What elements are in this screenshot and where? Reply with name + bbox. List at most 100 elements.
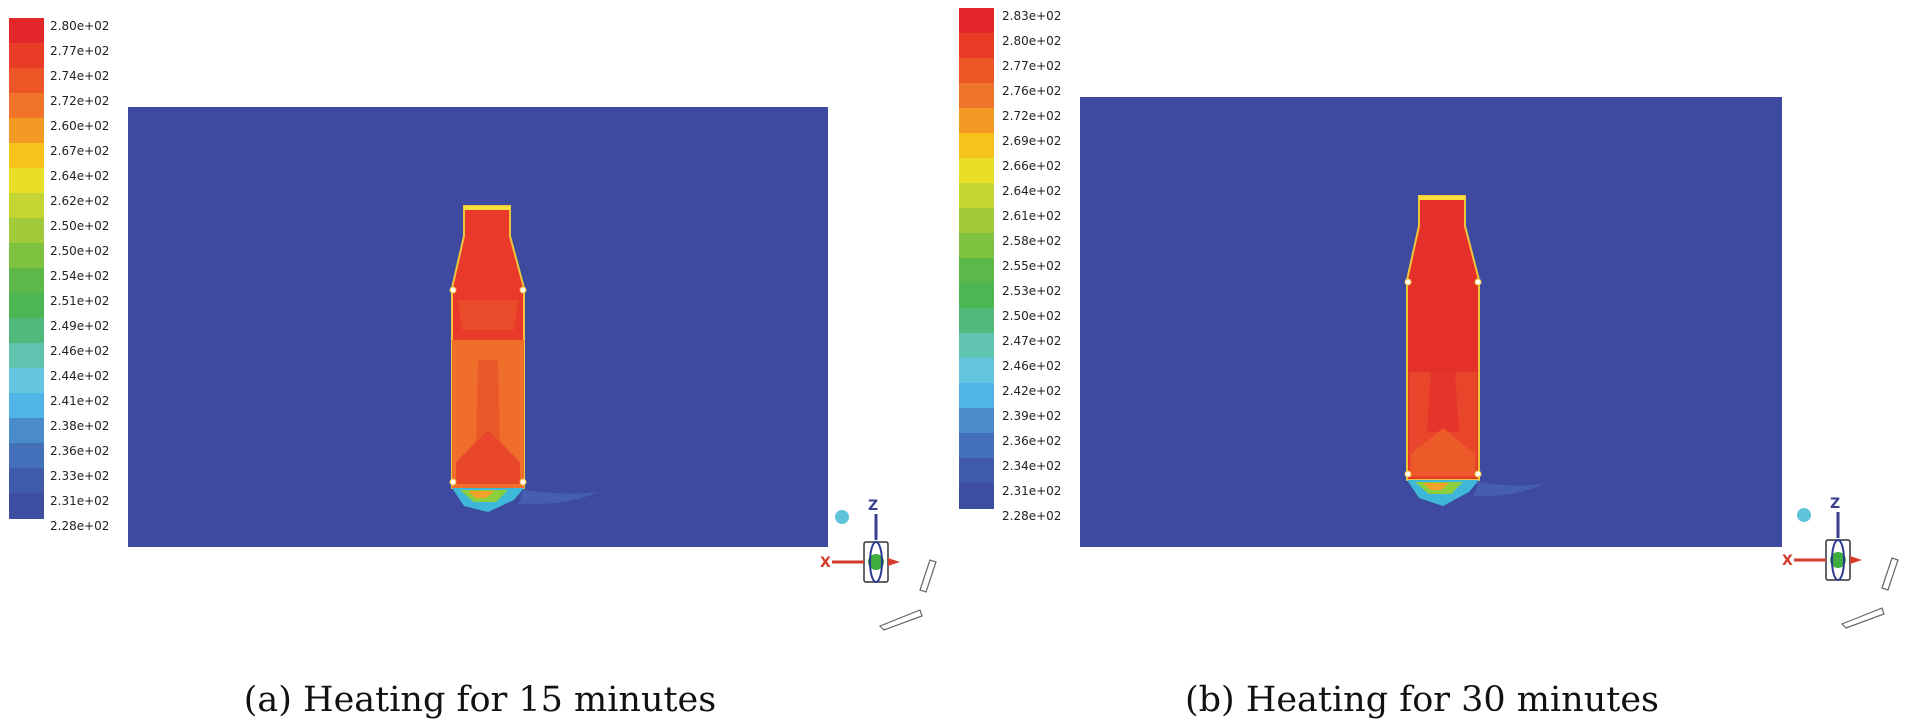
legend-colorbar — [9, 18, 44, 519]
caption: (b) Heating for 30 minutes — [1184, 680, 1660, 720]
legend-swatch — [9, 143, 44, 169]
rotate-arrow-icon — [1881, 557, 1899, 591]
legend-swatch — [9, 193, 44, 219]
legend-tick-label: 2.60e+02 — [50, 119, 110, 133]
legend-tick-label: 2.34e+02 — [1002, 459, 1062, 473]
rotate-arrow-icon-2 — [878, 609, 923, 631]
legend-swatch — [959, 483, 994, 509]
legend-tick-label: 2.74e+02 — [50, 69, 110, 83]
legend-swatch — [959, 333, 994, 359]
legend-swatch — [959, 258, 994, 284]
legend-swatch — [9, 443, 44, 469]
legend-swatch — [959, 233, 994, 259]
axis-dot-icon — [835, 510, 849, 524]
legend-swatch — [959, 283, 994, 309]
legend-tick-label: 2.36e+02 — [1002, 434, 1062, 448]
legend-tick-label: 2.31e+02 — [1002, 484, 1062, 498]
legend-tick-label: 2.62e+02 — [50, 194, 110, 208]
legend-tick-label: 2.66e+02 — [1002, 159, 1062, 173]
legend-tick-label: 2.50e+02 — [1002, 309, 1062, 323]
axis-x-label: X — [820, 555, 831, 571]
legend-tick-label: 2.39e+02 — [1002, 409, 1062, 423]
legend-tick-label: 2.54e+02 — [50, 269, 110, 283]
legend-tick-label: 2.72e+02 — [1002, 109, 1062, 123]
axis-z-label: Z — [868, 498, 878, 514]
legend-tick-label: 2.64e+02 — [1002, 184, 1062, 198]
legend-tick-label: 2.31e+02 — [50, 494, 110, 508]
legend-swatch — [959, 133, 994, 159]
legend-tick-label: 2.33e+02 — [50, 469, 110, 483]
legend-swatch — [959, 8, 994, 34]
panel-30-minutes: Z X (b) Heating for 30 minutes 2.83e+02 2… — [959, 0, 1925, 725]
axis-triad: Z X — [820, 498, 937, 631]
legend-swatch — [9, 368, 44, 394]
axis-x-label: X — [1782, 553, 1793, 569]
legend-tick-label: 2.49e+02 — [50, 319, 110, 333]
legend-swatch — [959, 308, 994, 334]
legend-swatch — [9, 43, 44, 69]
axis-dot-icon — [1797, 508, 1811, 522]
legend-swatch — [9, 343, 44, 369]
legend-tick-label: 2.47e+02 — [1002, 334, 1062, 348]
legend-tick-label: 2.55e+02 — [1002, 259, 1062, 273]
legend-swatch — [9, 18, 44, 44]
legend-tick-label: 2.42e+02 — [1002, 384, 1062, 398]
legend-swatch — [959, 458, 994, 484]
legend-tick-label: 2.83e+02 — [1002, 9, 1062, 23]
legend-swatch — [959, 358, 994, 384]
rotate-arrow-icon — [919, 559, 937, 593]
legend-tick-label: 2.61e+02 — [1002, 209, 1062, 223]
legend-swatch — [959, 33, 994, 59]
axis-z-label: Z — [1830, 496, 1840, 512]
legend-tick-label: 2.64e+02 — [50, 169, 110, 183]
legend-swatch — [9, 68, 44, 94]
legend-tick-label: 2.46e+02 — [1002, 359, 1062, 373]
legend-swatch — [959, 158, 994, 184]
legend-swatch — [9, 293, 44, 319]
legend-swatch — [959, 383, 994, 409]
legend-tick-label: 2.53e+02 — [1002, 284, 1062, 298]
legend-tick-label: 2.41e+02 — [50, 394, 110, 408]
legend-swatch — [9, 493, 44, 519]
legend-tick-label: 2.46e+02 — [50, 344, 110, 358]
legend-tick-label: 2.67e+02 — [50, 144, 110, 158]
legend-swatch — [9, 243, 44, 269]
legend-swatch — [9, 318, 44, 344]
legend-swatch — [9, 218, 44, 244]
legend-swatch — [959, 208, 994, 234]
legend-tick-label: 2.50e+02 — [50, 244, 110, 258]
legend-colorbar — [959, 8, 994, 509]
legend-tick-label: 2.77e+02 — [1002, 59, 1062, 73]
legend-tick-label: 2.50e+02 — [50, 219, 110, 233]
legend-tick-label: 2.77e+02 — [50, 44, 110, 58]
panel-15-minutes: Z X (a) Heating for 15 minutes 2.80e+02 2… — [0, 0, 962, 725]
legend-tick-label: 2.80e+02 — [1002, 34, 1062, 48]
legend-swatch — [9, 118, 44, 144]
axis-triad: Z X — [1782, 496, 1899, 629]
legend-swatch — [959, 108, 994, 134]
legend-swatch — [959, 408, 994, 434]
legend-tick-label: 2.76e+02 — [1002, 84, 1062, 98]
legend-swatch — [9, 418, 44, 444]
rotate-arrow-icon-2 — [1840, 607, 1885, 629]
legend-tick-label: 2.72e+02 — [50, 94, 110, 108]
legend-tick-label: 2.36e+02 — [50, 444, 110, 458]
legend-tick-label: 2.28e+02 — [50, 519, 110, 533]
legend-swatch — [9, 393, 44, 419]
legend-swatch — [9, 168, 44, 194]
caption: (a) Heating for 15 minutes — [243, 680, 717, 720]
legend-tick-label: 2.44e+02 — [50, 369, 110, 383]
legend-swatch — [9, 468, 44, 494]
legend-tick-label: 2.38e+02 — [50, 419, 110, 433]
legend-swatch — [9, 268, 44, 294]
legend-swatch — [959, 183, 994, 209]
legend-swatch — [9, 93, 44, 119]
legend-tick-label: 2.58e+02 — [1002, 234, 1062, 248]
legend-tick-label: 2.51e+02 — [50, 294, 110, 308]
legend-tick-label: 2.80e+02 — [50, 19, 110, 33]
legend-swatch — [959, 58, 994, 84]
bottle-temperature-contour — [449, 205, 598, 512]
bottle-temperature-contour — [1404, 195, 1543, 506]
legend-swatch — [959, 83, 994, 109]
legend-swatch — [959, 433, 994, 459]
